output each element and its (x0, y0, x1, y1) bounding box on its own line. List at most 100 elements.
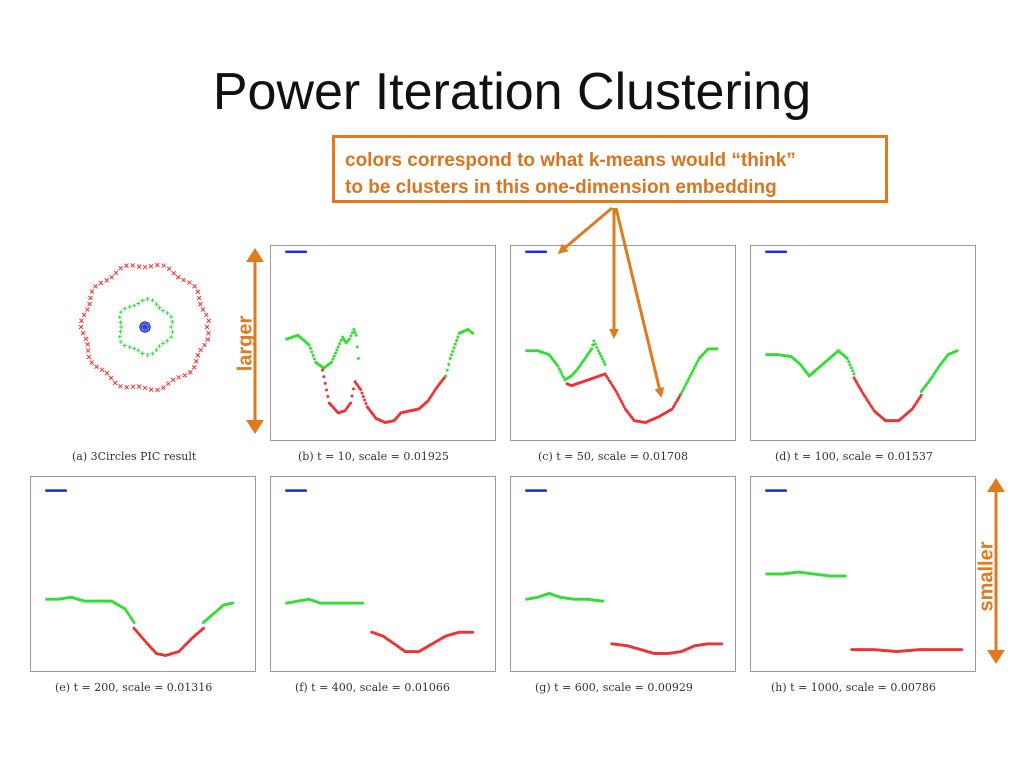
blue-point (303, 250, 307, 254)
red-point (867, 400, 871, 404)
red-point (323, 381, 327, 385)
green-point (231, 601, 235, 605)
green-point (715, 347, 719, 351)
green-point (843, 574, 847, 578)
green-point (338, 342, 342, 346)
green-point (849, 366, 853, 370)
circle-red-marker (176, 374, 181, 380)
embedding-panel-b (270, 245, 496, 441)
callout-line-1: colors correspond to what k-means would … (345, 150, 796, 171)
circle-red-marker (104, 277, 110, 283)
green-point (602, 360, 606, 364)
circle-green-marker (170, 330, 175, 335)
circle-green-marker (154, 347, 159, 352)
green-point (591, 343, 595, 347)
red-point (201, 626, 205, 630)
circle-red-marker (99, 367, 105, 373)
embedding-panel-d (750, 245, 976, 441)
callout-line-2: to be clusters in this one-dimension emb… (345, 177, 777, 198)
embedding-panel-f (270, 476, 496, 672)
green-point (308, 346, 312, 350)
red-point (616, 392, 620, 396)
circle-red-marker (89, 289, 95, 294)
embedding-panel-c (510, 245, 736, 441)
circle-red-marker (130, 263, 136, 268)
circle-red-marker (175, 274, 181, 280)
circle-green-marker (117, 334, 122, 339)
circle-red-marker (80, 330, 86, 336)
circle-green-marker (122, 343, 127, 348)
green-point (471, 331, 475, 335)
smaller-double-arrow (987, 478, 1005, 664)
red-point (674, 400, 678, 404)
green-point (310, 350, 314, 354)
green-point (681, 389, 685, 393)
red-point (606, 376, 610, 380)
green-point (684, 381, 688, 385)
green-point (693, 364, 697, 368)
circle-green-marker (136, 301, 141, 306)
green-point (847, 360, 851, 364)
circle-green-marker (122, 306, 127, 311)
green-point (132, 621, 136, 624)
red-point (614, 390, 618, 393)
caption-c: (c) t = 50, scale = 0.01708 (538, 450, 688, 463)
red-point (471, 630, 475, 634)
red-point (919, 393, 923, 397)
red-point (858, 387, 862, 391)
green-point (452, 346, 456, 350)
green-point (599, 354, 603, 358)
green-point (455, 339, 459, 343)
circle-green-marker (154, 302, 159, 307)
red-point (618, 397, 622, 401)
circle-red-marker (148, 263, 154, 269)
red-point (619, 399, 623, 403)
circle-red-marker (196, 295, 202, 301)
circle-red-marker (142, 264, 148, 270)
circle-green-marker (169, 335, 174, 340)
circle-red-marker (85, 348, 91, 353)
green-point (354, 333, 358, 337)
green-point (686, 379, 690, 383)
circle-green-marker (140, 298, 145, 303)
circle-green-marker (132, 346, 137, 351)
red-point (675, 398, 679, 402)
circle-green-marker (127, 304, 132, 309)
green-point (353, 330, 357, 334)
caption-e: (e) t = 200, scale = 0.01316 (55, 681, 213, 694)
red-point (359, 388, 363, 392)
green-point (695, 362, 699, 366)
embedding-plot (45, 489, 235, 657)
green-point (852, 372, 856, 376)
red-point (868, 402, 872, 406)
green-point (349, 334, 353, 338)
green-point (352, 327, 356, 331)
green-point (592, 339, 596, 343)
green-point (346, 339, 350, 343)
circles-scatter-plot (78, 262, 212, 393)
circle-green-marker (119, 325, 124, 329)
red-point (325, 388, 329, 392)
circle-green-marker (132, 303, 137, 308)
green-point (445, 368, 449, 372)
red-point (869, 405, 873, 409)
circle-green-marker (160, 341, 165, 346)
green-point (687, 376, 691, 380)
annotation-callout-box: colors correspond to what k-means would … (332, 135, 888, 203)
embedding-panel-e (30, 476, 256, 672)
caption-d: (d) t = 100, scale = 0.01537 (775, 450, 933, 463)
red-point (621, 402, 625, 406)
circle-red-marker (104, 370, 110, 376)
circle-blue-marker (144, 322, 150, 328)
circle-red-marker (206, 318, 212, 324)
red-point (720, 642, 724, 646)
circle-red-marker (202, 342, 207, 348)
circle-red-marker (206, 330, 211, 336)
red-point (861, 391, 865, 395)
red-point (352, 387, 356, 391)
green-point (955, 349, 959, 353)
red-point (609, 381, 613, 385)
circle-red-marker (124, 384, 130, 390)
red-point (678, 394, 682, 398)
red-point (604, 374, 608, 378)
